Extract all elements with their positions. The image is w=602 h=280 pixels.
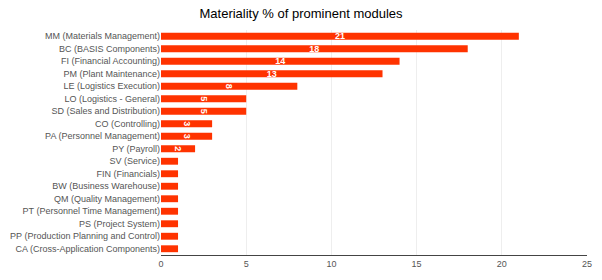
svg-text:LO (Logistics - General): LO (Logistics - General) [64,94,160,104]
svg-text:PA (Personnel Management): PA (Personnel Management) [45,131,160,141]
svg-text:15: 15 [412,259,422,269]
svg-text:3: 3 [182,121,192,126]
svg-text:21: 21 [335,31,345,41]
svg-text:CO (Controlling): CO (Controlling) [95,119,160,129]
svg-text:FIN (Financials): FIN (Financials) [96,169,160,179]
svg-text:5: 5 [199,96,209,101]
svg-text:LE (Logistics Execution): LE (Logistics Execution) [63,81,160,91]
svg-text:5: 5 [244,259,249,269]
svg-text:FI (Financial Accounting): FI (Financial Accounting) [61,56,160,66]
svg-text:0: 0 [158,259,163,269]
svg-text:PY (Payroll): PY (Payroll) [112,144,160,154]
svg-text:SV (Service): SV (Service) [109,156,160,166]
svg-text:3: 3 [182,134,192,139]
svg-text:8: 8 [224,84,234,89]
svg-text:CA (Cross-Application Componen: CA (Cross-Application Components) [15,244,160,254]
svg-text:MM (Materials Management): MM (Materials Management) [45,31,160,41]
svg-text:PS (Project System): PS (Project System) [79,219,160,229]
svg-text:Materiality % of prominent mod: Materiality % of prominent modules [199,6,403,21]
svg-text:PT (Personnel Time Management): PT (Personnel Time Management) [23,206,160,216]
svg-text:PM (Plant Maintenance): PM (Plant Maintenance) [63,69,160,79]
svg-text:10: 10 [326,259,336,269]
svg-text:PP (Production Planning and Co: PP (Production Planning and Control) [10,231,160,241]
svg-text:13: 13 [267,69,277,79]
svg-text:5: 5 [199,109,209,114]
svg-text:SD (Sales and Distribution): SD (Sales and Distribution) [51,106,160,116]
svg-text:20: 20 [497,259,507,269]
svg-text:14: 14 [275,56,285,66]
svg-text:25: 25 [582,259,592,269]
svg-text:2: 2 [173,146,183,151]
svg-text:18: 18 [309,44,319,54]
svg-text:BW (Business Warehouse): BW (Business Warehouse) [52,181,160,191]
svg-text:QM (Quality Management): QM (Quality Management) [54,194,160,204]
svg-text:BC (BASIS Components): BC (BASIS Components) [59,44,160,54]
